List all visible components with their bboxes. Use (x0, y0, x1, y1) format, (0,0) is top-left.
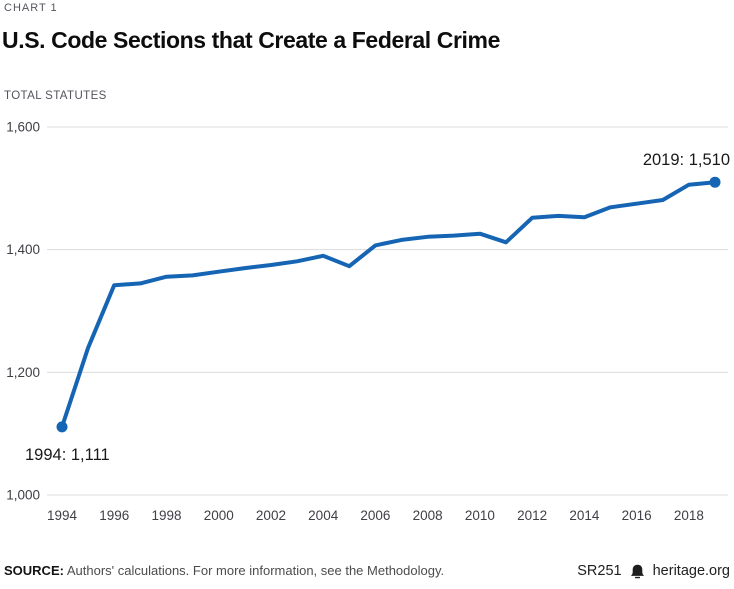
x-tick-label: 2006 (360, 508, 390, 523)
x-tick-label: 2016 (622, 508, 652, 523)
site-name: heritage.org (652, 563, 730, 579)
annotation-1994: 1994: 1,111 (25, 446, 110, 464)
data-point-marker-1994 (56, 421, 68, 433)
source-note: SOURCE: Authors' calculations. For more … (4, 563, 444, 578)
x-tick-label: 1996 (99, 508, 129, 523)
y-tick-label: 1,400 (6, 242, 40, 257)
y-tick-label: 1,600 (6, 120, 40, 135)
y-tick-label: 1,200 (6, 365, 40, 380)
page-title: U.S. Code Sections that Create a Federal… (2, 27, 500, 53)
trend-line (60, 180, 717, 429)
x-tick-label: 1998 (151, 508, 181, 523)
chart-footer: SOURCE: Authors' calculations. For more … (0, 563, 734, 585)
x-tick-label: 2002 (256, 508, 286, 523)
source-text: Authors' calculations. For more informat… (63, 563, 445, 578)
x-tick-label: 1994 (47, 508, 78, 523)
source-label: SOURCE: (4, 563, 64, 578)
annotation-2019: 2019: 1,510 (643, 151, 730, 169)
x-tick-label: 2000 (204, 508, 234, 523)
x-tick-label: 2008 (413, 508, 443, 523)
y-axis-unit-label: TOTAL STATUTES (4, 90, 107, 102)
liberty-bell-icon (629, 564, 646, 579)
x-tick-label: 2018 (674, 508, 704, 523)
x-tick-label: 2014 (569, 508, 600, 523)
report-id: SR251 (577, 563, 622, 579)
chart-kicker: CHART 1 (4, 2, 58, 14)
report-attribution: SR251 heritage.org (577, 563, 730, 579)
data-point-marker-2019 (709, 176, 721, 188)
x-tick-label: 2004 (308, 508, 339, 523)
y-tick-label: 1,000 (6, 488, 40, 503)
x-tick-label: 2010 (465, 508, 495, 523)
x-tick-label: 2012 (517, 508, 547, 523)
